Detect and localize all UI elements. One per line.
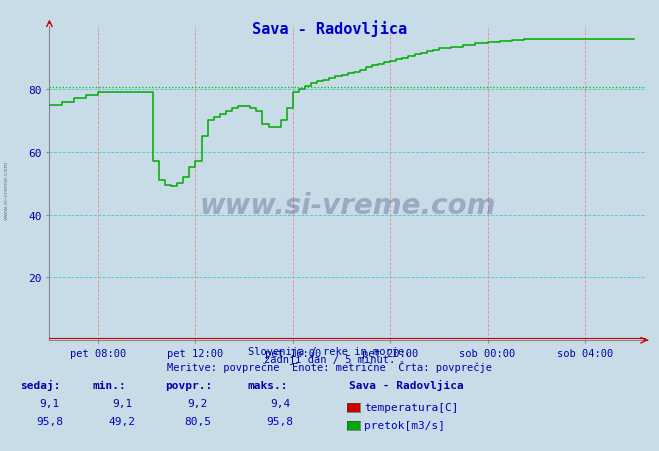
Text: sedaj:: sedaj: — [20, 379, 60, 390]
Text: 95,8: 95,8 — [267, 416, 293, 426]
Text: temperatura[C]: temperatura[C] — [364, 402, 459, 412]
Text: Sava - Radovljica: Sava - Radovljica — [349, 379, 464, 390]
Text: 95,8: 95,8 — [36, 416, 63, 426]
Text: www.si-vreme.com: www.si-vreme.com — [4, 160, 9, 219]
Text: 49,2: 49,2 — [109, 416, 135, 426]
Text: pretok[m3/s]: pretok[m3/s] — [364, 420, 445, 430]
Text: povpr.:: povpr.: — [165, 380, 212, 390]
Text: www.si-vreme.com: www.si-vreme.com — [200, 192, 496, 220]
Text: min.:: min.: — [92, 380, 126, 390]
Text: 9,2: 9,2 — [188, 398, 208, 408]
Text: 9,4: 9,4 — [270, 398, 290, 408]
Text: maks.:: maks.: — [247, 380, 287, 390]
Text: 9,1: 9,1 — [112, 398, 132, 408]
Text: zadnji dan / 5 minut.: zadnji dan / 5 minut. — [264, 354, 395, 364]
Text: 9,1: 9,1 — [40, 398, 59, 408]
Text: 80,5: 80,5 — [185, 416, 211, 426]
Text: Slovenija / reke in morje.: Slovenija / reke in morje. — [248, 346, 411, 356]
Text: Sava - Radovljica: Sava - Radovljica — [252, 20, 407, 37]
Text: Meritve: povprečne  Enote: metrične  Črta: povprečje: Meritve: povprečne Enote: metrične Črta:… — [167, 360, 492, 372]
